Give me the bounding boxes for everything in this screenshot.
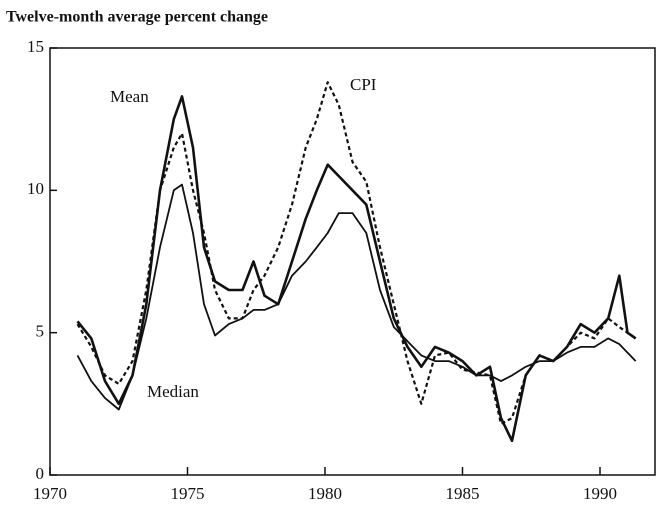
plot-frame [49, 47, 656, 476]
y-tick-label: 5 [36, 322, 45, 341]
y-tick-label: 15 [27, 37, 44, 56]
y-tick-label: 10 [27, 179, 44, 198]
series-line [76, 95, 637, 443]
series-line [76, 81, 637, 425]
x-tick-label: 1990 [583, 484, 617, 503]
x-tick-label: 1985 [446, 484, 480, 503]
annotation: Mean [110, 87, 149, 106]
annotation: CPI [350, 75, 377, 94]
x-tick-label: 1970 [33, 484, 67, 503]
series-line [76, 183, 637, 411]
x-tick-label: 1980 [308, 484, 342, 503]
annotation: Median [147, 382, 199, 401]
x-tick-label: 1975 [171, 484, 205, 503]
y-axis-label: Twelve-month average percent change [6, 9, 268, 26]
y-tick-label: 0 [36, 464, 45, 483]
